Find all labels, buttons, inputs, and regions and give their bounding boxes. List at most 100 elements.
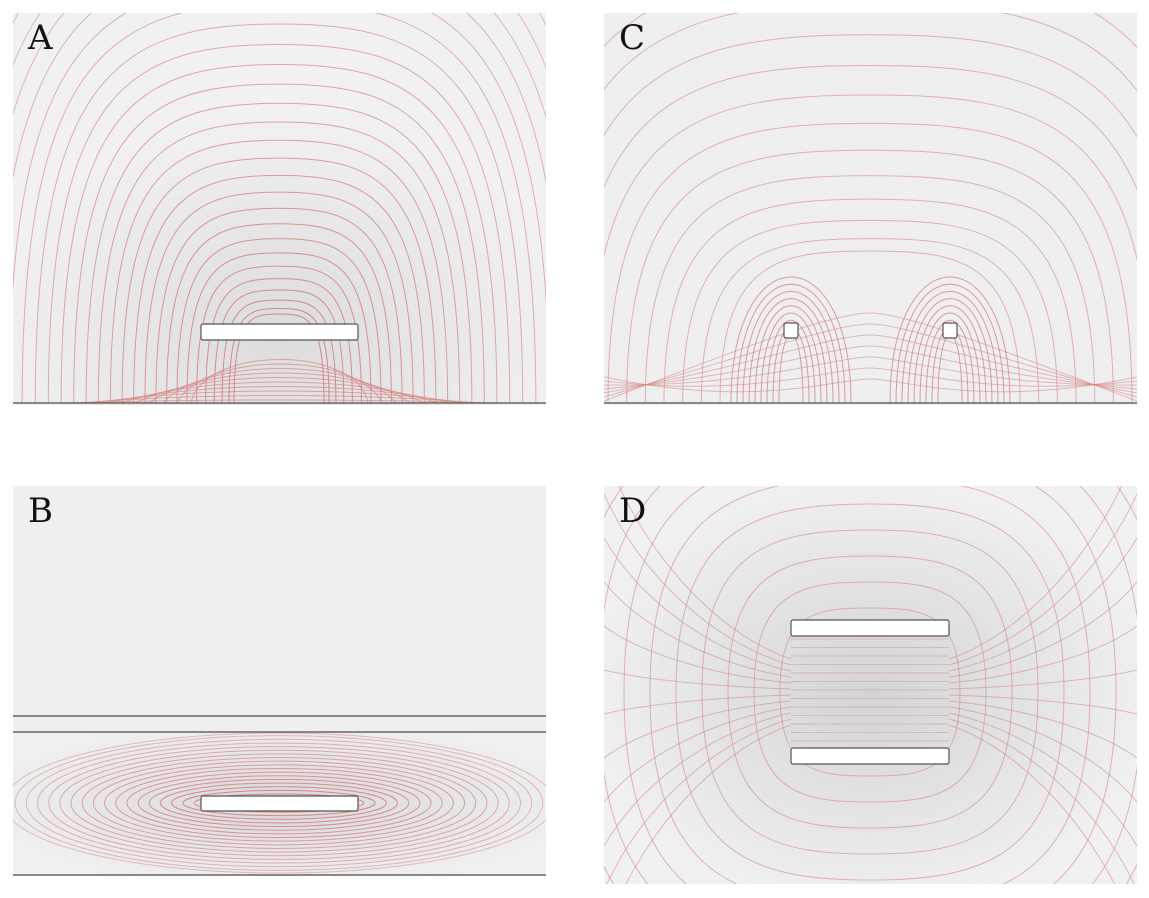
panel-a-field-lines: [13, 13, 546, 404]
panel-a-label: A: [28, 18, 53, 58]
field-line: [675, 503, 1065, 693]
panel-d-label: D: [619, 491, 647, 531]
field-line: [701, 691, 1039, 855]
field-line: [104, 764, 454, 842]
field-line: [626, 149, 1114, 404]
field-line: [137, 775, 421, 831]
panel-b-conductor-strip: [200, 795, 359, 812]
field-line: [948, 486, 1123, 660]
field-line: [34, 23, 524, 404]
panel-c-conductor-left: [783, 322, 799, 339]
field-line: [126, 771, 432, 835]
panel-b-label: B: [28, 491, 53, 531]
field-line: [649, 486, 1091, 693]
field-line: [742, 290, 840, 404]
panel-c: C: [604, 13, 1137, 405]
field-line: [948, 669, 1137, 690]
field-line: [948, 694, 1137, 715]
field-line: [948, 712, 1137, 847]
field-line: [604, 367, 1137, 387]
field-line: [109, 139, 449, 404]
field-line: [766, 319, 816, 404]
field-line: [166, 223, 392, 404]
field-line: [948, 700, 1137, 759]
field-line: [736, 283, 846, 404]
field-line: [604, 700, 792, 759]
field-line: [106, 386, 453, 404]
panel-c-field-lines: [604, 13, 1137, 404]
field-line: [727, 555, 1013, 693]
field-line: [779, 691, 961, 777]
field-line: [604, 581, 792, 678]
panel-d-field-lines: [604, 486, 1137, 884]
field-line: [193, 793, 365, 813]
panel-c-conductor-right: [942, 322, 958, 339]
field-line: [92, 390, 467, 404]
field-line: [948, 537, 1137, 672]
field-line: [644, 175, 1096, 404]
field-line: [121, 157, 437, 404]
field-line: [919, 312, 981, 404]
field-line: [21, 13, 537, 404]
field-line: [186, 252, 372, 404]
field-line: [623, 486, 1117, 693]
field-line: [700, 238, 1040, 404]
field-line: [779, 607, 961, 693]
field-line: [176, 238, 382, 404]
field-line: [604, 763, 1137, 884]
field-line: [171, 786, 387, 820]
field-line: [604, 712, 792, 847]
field-line: [606, 718, 792, 884]
field-line: [92, 760, 466, 846]
field-line: [25, 738, 533, 868]
field-line: [663, 198, 1077, 404]
field-line: [13, 13, 546, 120]
field-line: [948, 493, 1137, 666]
field-line: [13, 732, 546, 874]
field-line: [604, 625, 792, 684]
field-line: [604, 334, 1137, 394]
field-line: [753, 581, 987, 693]
field-line: [196, 265, 362, 404]
field-line: [14, 735, 544, 871]
panel-a-background: [13, 13, 546, 405]
field-line: [148, 778, 410, 828]
field-line: [607, 122, 1133, 404]
field-line: [233, 313, 325, 404]
panel-b-diagram: [13, 486, 546, 876]
field-line: [155, 207, 403, 404]
field-line: [701, 529, 1039, 693]
field-line: [625, 724, 792, 884]
field-line: [97, 121, 461, 404]
field-line: [682, 219, 1058, 404]
field-line: [162, 368, 397, 404]
field-line: [604, 486, 1137, 521]
field-line: [618, 486, 792, 660]
panel-a-diagram: [13, 13, 546, 405]
field-line: [120, 381, 439, 404]
panel-c-label: C: [619, 18, 646, 58]
field-line: [70, 753, 488, 853]
field-line: [623, 691, 1117, 884]
field-line: [13, 13, 546, 185]
field-line: [64, 399, 495, 404]
panel-b: B: [13, 486, 546, 876]
field-line: [889, 276, 1011, 404]
field-line: [604, 64, 1137, 191]
field-line: [78, 395, 481, 404]
panel-a: A: [13, 13, 546, 405]
field-line: [85, 102, 473, 404]
field-line: [948, 625, 1137, 684]
field-line: [604, 323, 1137, 398]
field-line: [604, 312, 1137, 402]
field-line: [730, 276, 852, 404]
field-line: [47, 43, 511, 404]
field-line: [719, 250, 1021, 404]
field-line: [13, 13, 546, 308]
field-line: [895, 283, 1005, 404]
field-line: [948, 706, 1137, 803]
panel-d-conductor-upper: [790, 619, 950, 637]
field-line: [133, 174, 425, 404]
field-line: [604, 537, 792, 672]
field-line: [159, 782, 399, 824]
